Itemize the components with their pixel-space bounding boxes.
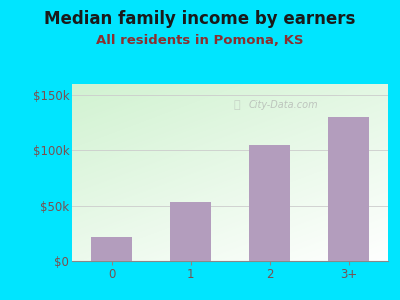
Bar [170, 202, 211, 261]
Bar [91, 237, 132, 261]
Bar [249, 145, 290, 261]
Bar [328, 117, 369, 261]
Text: City-Data.com: City-Data.com [249, 100, 318, 110]
Bar [249, 145, 290, 261]
Text: ⓘ: ⓘ [233, 100, 240, 110]
Bar [328, 117, 369, 261]
Bar [91, 237, 132, 261]
Text: Median family income by earners: Median family income by earners [44, 11, 356, 28]
Text: All residents in Pomona, KS: All residents in Pomona, KS [96, 34, 304, 47]
Bar [170, 202, 211, 261]
